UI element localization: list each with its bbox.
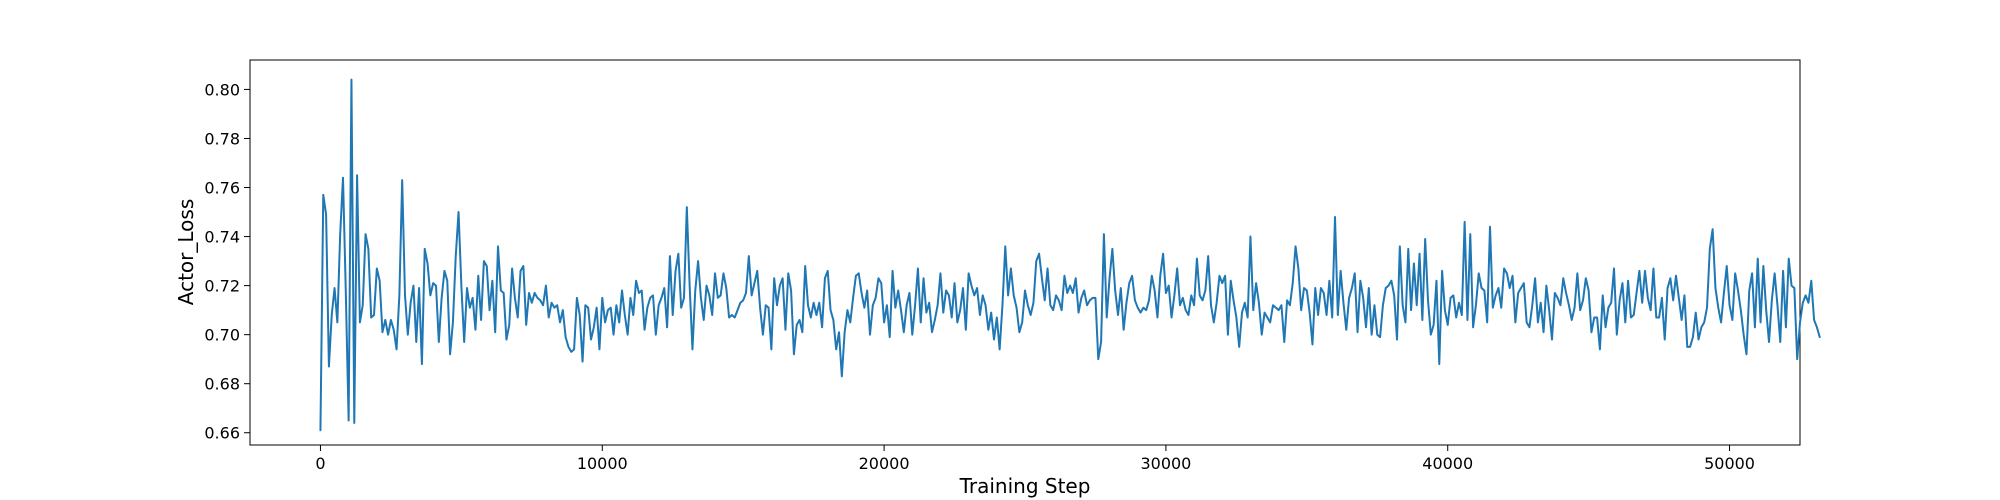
y-axis-ticks: 0.66 0.68 0.70 0.72 0.74 0.76 0.78 0.80 [204, 80, 250, 443]
x-tick-label: 10000 [577, 454, 628, 473]
y-tick-label: 0.72 [204, 277, 240, 296]
y-tick-label: 0.78 [204, 129, 240, 148]
x-axis-ticks: 0 10000 20000 30000 40000 50000 [315, 445, 1755, 473]
y-tick-label: 0.80 [204, 80, 240, 99]
x-tick-label: 40000 [1422, 454, 1473, 473]
y-tick-label: 0.74 [204, 228, 240, 247]
actor-loss-series-line [319, 78, 1821, 432]
y-tick-label: 0.76 [204, 179, 240, 198]
plot-area-frame [249, 59, 1801, 446]
y-tick-label: 0.70 [204, 326, 240, 345]
x-tick-label: 30000 [1140, 454, 1191, 473]
x-tick-label: 0 [315, 454, 325, 473]
x-axis-title: Training Step [959, 474, 1091, 498]
y-axis-title: Actor_Loss [174, 199, 198, 306]
x-tick-label: 50000 [1704, 454, 1755, 473]
x-tick-label: 20000 [859, 454, 910, 473]
y-tick-label: 0.66 [204, 424, 240, 443]
y-tick-label: 0.68 [204, 375, 240, 394]
